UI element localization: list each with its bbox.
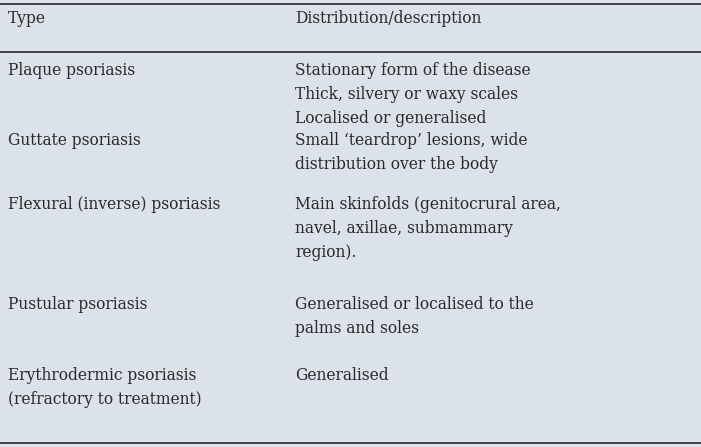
Text: Small ‘teardrop’ lesions, wide
distribution over the body: Small ‘teardrop’ lesions, wide distribut…	[295, 132, 527, 173]
Text: Erythrodermic psoriasis
(refractory to treatment): Erythrodermic psoriasis (refractory to t…	[8, 367, 202, 408]
Text: Main skinfolds (genitocrural area,
navel, axillae, submammary
region).: Main skinfolds (genitocrural area, navel…	[295, 196, 561, 261]
Text: Plaque psoriasis: Plaque psoriasis	[8, 62, 135, 79]
Text: Flexural (inverse) psoriasis: Flexural (inverse) psoriasis	[8, 196, 220, 213]
Text: Stationary form of the disease
Thick, silvery or waxy scales
Localised or genera: Stationary form of the disease Thick, si…	[295, 62, 531, 127]
Text: Guttate psoriasis: Guttate psoriasis	[8, 132, 141, 149]
Text: Type: Type	[8, 10, 46, 27]
Text: Generalised or localised to the
palms and soles: Generalised or localised to the palms an…	[295, 296, 533, 337]
Text: Generalised: Generalised	[295, 367, 388, 384]
Text: Pustular psoriasis: Pustular psoriasis	[8, 296, 147, 313]
Text: Distribution/description: Distribution/description	[295, 10, 482, 27]
